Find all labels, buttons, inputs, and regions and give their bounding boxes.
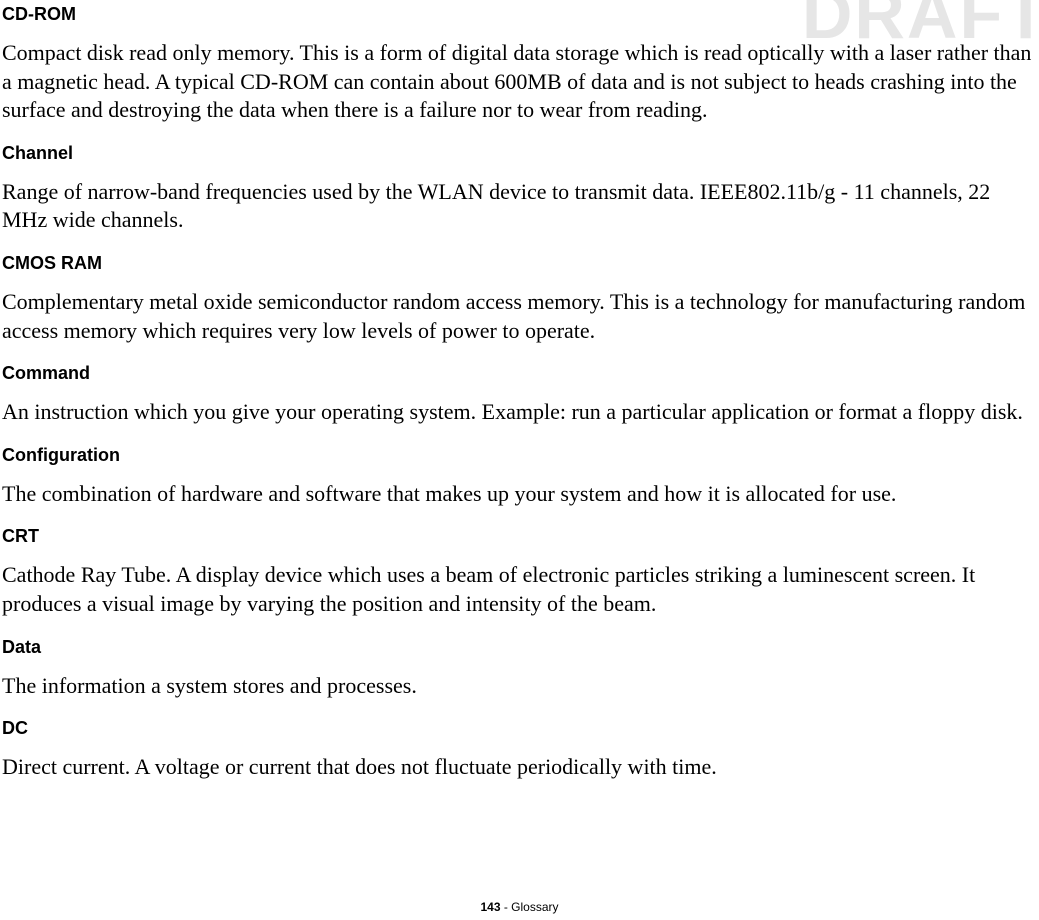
glossary-definition: Cathode Ray Tube. A display device which… — [2, 561, 1037, 618]
page: DRAFT CD-ROM Compact disk read only memo… — [0, 4, 1039, 920]
glossary-content: CD-ROM Compact disk read only memory. Th… — [0, 4, 1039, 782]
glossary-term: CD-ROM — [2, 4, 1037, 25]
page-number: 143 — [480, 900, 500, 914]
glossary-term: DC — [2, 718, 1037, 739]
glossary-term: CRT — [2, 526, 1037, 547]
glossary-definition: Complementary metal oxide semiconductor … — [2, 288, 1037, 345]
glossary-definition: The combination of hardware and software… — [2, 480, 1037, 509]
glossary-definition: Range of narrow-band frequencies used by… — [2, 178, 1037, 235]
glossary-definition: Direct current. A voltage or current tha… — [2, 753, 1037, 782]
glossary-term: Channel — [2, 143, 1037, 164]
glossary-definition: An instruction which you give your opera… — [2, 398, 1037, 427]
page-footer: 143 - Glossary — [0, 900, 1039, 914]
glossary-term: CMOS RAM — [2, 253, 1037, 274]
footer-section: Glossary — [511, 900, 558, 914]
glossary-term: Command — [2, 363, 1037, 384]
footer-separator: - — [501, 900, 512, 914]
glossary-term: Data — [2, 637, 1037, 658]
glossary-definition: The information a system stores and proc… — [2, 672, 1037, 701]
glossary-definition: Compact disk read only memory. This is a… — [2, 39, 1037, 125]
glossary-term: Configuration — [2, 445, 1037, 466]
